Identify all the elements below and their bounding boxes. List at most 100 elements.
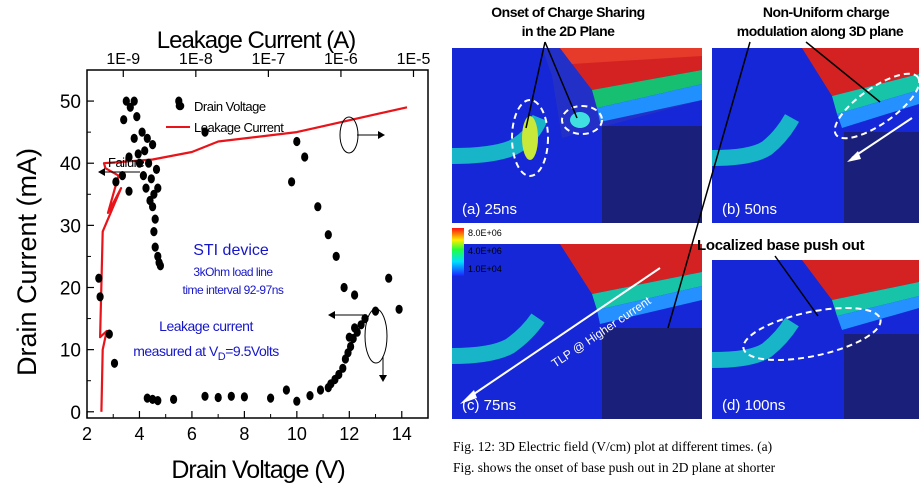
drain-voltage-point bbox=[301, 152, 309, 162]
x-axis-title: Drain Voltage (V) bbox=[171, 456, 344, 484]
plot-frame bbox=[86, 69, 429, 419]
onset-ellipse-left bbox=[511, 99, 549, 177]
top-axis-title: Leakage Current (A) bbox=[157, 27, 355, 54]
drain-voltage-point bbox=[145, 158, 153, 168]
drain-voltage-point bbox=[351, 323, 359, 333]
device-title: STI device bbox=[193, 242, 269, 259]
drain-voltage-point bbox=[288, 177, 296, 187]
drain-voltage-point bbox=[150, 227, 158, 237]
top-tick-label: 1E-7 bbox=[251, 51, 285, 68]
panel-c: (c) 75ns bbox=[451, 244, 702, 419]
drain-voltage-point bbox=[335, 369, 343, 380]
legend-label-leakage: Leakage Current bbox=[194, 120, 284, 135]
top-tick-label: 1E-6 bbox=[324, 51, 358, 68]
drain-voltage-point bbox=[314, 202, 322, 212]
legend-marker-drain-voltage bbox=[175, 101, 185, 111]
drain-voltage-point bbox=[151, 214, 159, 224]
drain-voltage-point bbox=[170, 394, 178, 404]
drain-voltage-point bbox=[147, 174, 155, 184]
panel-b-label: (b) 50ns bbox=[722, 201, 777, 218]
drain-voltage-point bbox=[385, 273, 393, 283]
x-tick-label: 4 bbox=[134, 424, 144, 444]
nonuniform-line1: Non-Uniform charge bbox=[763, 4, 890, 20]
drain-voltage-point bbox=[118, 171, 126, 181]
drain-voltage-point bbox=[156, 261, 164, 271]
drain-axis-ellipse bbox=[364, 308, 388, 364]
panel-d: (d) 100ns bbox=[711, 260, 919, 419]
x-tick-label: 6 bbox=[187, 424, 197, 444]
drain-voltage-point bbox=[201, 391, 209, 401]
y-tick-label: 50 bbox=[60, 92, 81, 113]
leakage-current-line bbox=[99, 106, 408, 412]
x-tick-label: 10 bbox=[287, 424, 307, 444]
iv-chart: 2 4 6 8 10 12 14 0 10 20 30 40 50 1E-9 1E-8 1E-7 1E-6 1E-… bbox=[12, 27, 431, 484]
drain-voltage-point bbox=[122, 96, 130, 106]
drain-voltage-point bbox=[125, 152, 133, 162]
panel-a-label: (a) 25ns bbox=[462, 201, 517, 218]
drain-voltage-point bbox=[134, 149, 142, 159]
drain-voltage-point bbox=[339, 363, 347, 373]
drain-voltage-point bbox=[152, 164, 161, 174]
colorbar-label-max: 8.0E+06 bbox=[468, 228, 502, 238]
drain-voltage-point bbox=[227, 391, 235, 401]
leak-line1: Leakage current bbox=[159, 318, 253, 334]
drain-voltage-point bbox=[130, 133, 138, 143]
left-arrowhead-icon bbox=[328, 311, 335, 319]
chart-labels: Leakage Current (A) Drain Voltage (V) Dr… bbox=[12, 27, 388, 484]
drain-voltage-point bbox=[126, 102, 134, 112]
nonuniform-ellipse bbox=[833, 72, 919, 140]
panel-b-arrowhead-icon bbox=[847, 151, 861, 162]
drain-voltage-point bbox=[340, 282, 348, 293]
drain-voltage-point bbox=[351, 290, 359, 300]
onset-line2: in the 2D Plane bbox=[522, 23, 616, 39]
drain-voltage-point bbox=[120, 115, 128, 125]
y-tick-label: 40 bbox=[60, 154, 81, 175]
panel-b: (b) 50ns bbox=[711, 48, 919, 223]
drain-voltage-point bbox=[324, 230, 332, 240]
drain-voltage-point bbox=[138, 127, 146, 137]
drain-voltage-point bbox=[267, 393, 275, 403]
panel-c-label: (c) 75ns bbox=[462, 397, 516, 414]
x-tick-label: 14 bbox=[392, 424, 412, 444]
x-tick-label: 12 bbox=[339, 424, 359, 444]
drain-voltage-point bbox=[201, 127, 209, 137]
drain-voltage-point bbox=[154, 396, 162, 406]
drain-voltage-point bbox=[293, 396, 301, 406]
y-tick-label: 0 bbox=[70, 403, 81, 424]
drain-voltage-point bbox=[95, 273, 103, 283]
y-tick-label: 10 bbox=[60, 341, 81, 362]
drain-voltage-point bbox=[125, 186, 133, 196]
chart-axes: 2 4 6 8 10 12 14 0 10 20 30 40 50 1E-9 1E-8 1E-7 1E-6 1E-… bbox=[60, 51, 431, 444]
drain-voltage-point bbox=[149, 202, 157, 212]
nonuniform-line2: modulation along 3D plane bbox=[737, 23, 904, 39]
down-arrowhead-icon bbox=[379, 375, 387, 382]
drain-voltage-point bbox=[240, 392, 248, 402]
drain-voltage-point bbox=[316, 385, 325, 395]
drain-voltage-point bbox=[133, 112, 141, 122]
y-axis-title: Drain Current (mA) bbox=[12, 148, 42, 376]
legend-label-drain-voltage: Drain Voltage bbox=[194, 99, 266, 114]
y-tick-label: 30 bbox=[60, 216, 81, 237]
top-tick-label: 1E-9 bbox=[106, 51, 140, 68]
drain-voltage-point bbox=[357, 320, 365, 330]
top-tick-label: 1E-8 bbox=[179, 51, 213, 68]
drain-voltage-point bbox=[151, 242, 159, 252]
drain-voltage-point bbox=[112, 177, 120, 187]
colorbar-label-min: 1.0E+04 bbox=[468, 264, 502, 274]
drain-voltage-point bbox=[395, 304, 403, 314]
drain-voltage-point bbox=[141, 146, 149, 156]
x-tick-label: 8 bbox=[239, 424, 249, 444]
tlp-arrowhead-icon bbox=[460, 390, 477, 404]
drain-voltage-point bbox=[371, 306, 380, 316]
drain-voltage-point bbox=[142, 183, 150, 193]
drain-voltage-point bbox=[96, 292, 104, 302]
panel-d-label: (d) 100ns bbox=[722, 397, 785, 414]
drain-voltage-point bbox=[293, 136, 301, 147]
failure-label: Failure bbox=[108, 155, 145, 170]
leak-line2: measured at VD=9.5Volts bbox=[133, 343, 279, 363]
drain-voltage-point bbox=[345, 332, 353, 342]
caption-line-1: Fig. 12: 3D Electric field (V/cm) plot a… bbox=[453, 439, 773, 454]
onset-line1: Onset of Charge Sharing bbox=[491, 4, 644, 20]
leakage-axis-ellipse bbox=[339, 116, 359, 154]
drain-voltage-point bbox=[347, 341, 355, 352]
